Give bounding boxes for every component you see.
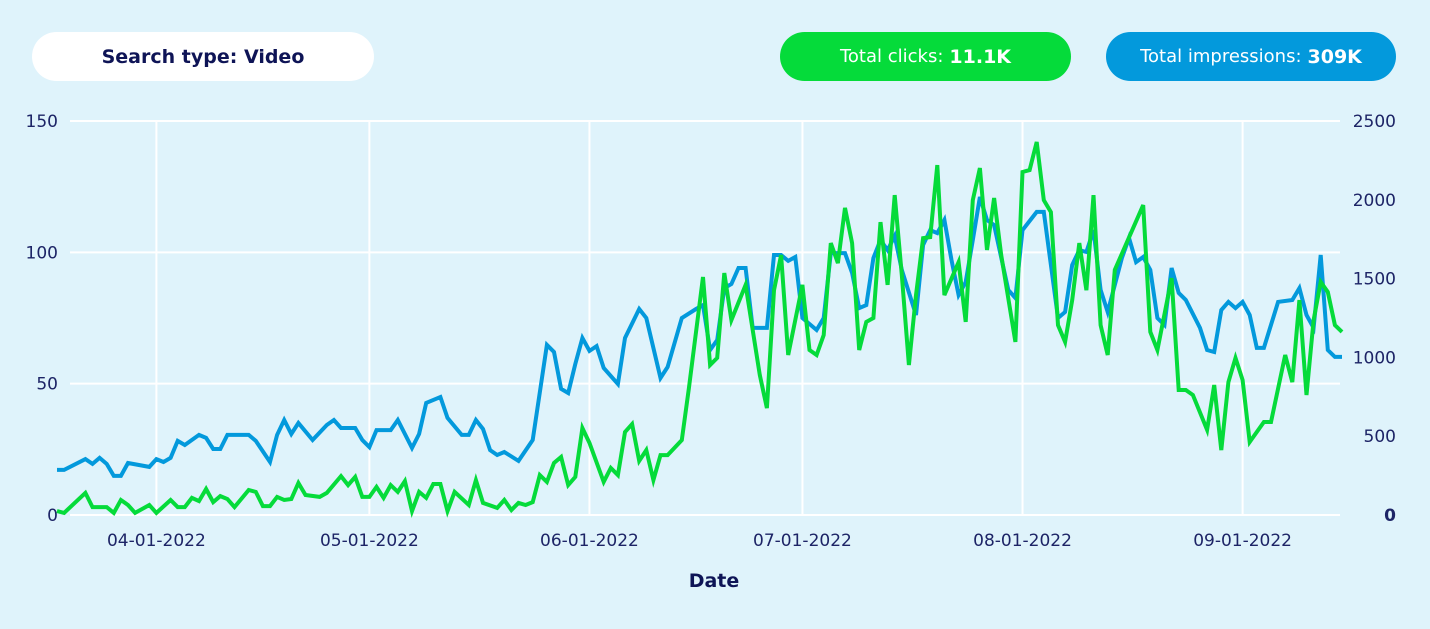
total-clicks-badge: Total clicks: 11.1K — [780, 32, 1071, 81]
y-right-tick-label: 2500 — [1353, 112, 1396, 132]
x-tick-label: 05-01-2022 — [320, 531, 419, 551]
x-tick-label: 04-01-2022 — [107, 531, 206, 551]
y-right-tick-label: 1500 — [1353, 270, 1396, 290]
y-right-tick-label: 1000 — [1353, 348, 1396, 368]
series-lines — [56, 141, 1344, 519]
y-left-tick-label: 150 — [26, 112, 58, 132]
total-impressions-value: 309K — [1307, 45, 1362, 68]
total-impressions-label: Total impressions: — [1140, 46, 1302, 67]
x-tick-label: 07-01-2022 — [753, 531, 852, 551]
x-tick-label: 08-01-2022 — [973, 531, 1072, 551]
total-clicks-value: 11.1K — [949, 45, 1012, 68]
y-left-tick-label: 100 — [26, 243, 58, 263]
y-right-tick-label: 500 — [1364, 427, 1396, 447]
x-tick-label: 06-01-2022 — [540, 531, 639, 551]
x-axis-label: Date — [689, 570, 740, 592]
y-right-tick-label: 0 — [1384, 506, 1396, 526]
search-type-label: Search type: Video — [101, 45, 305, 68]
impressions-series-line — [57, 196, 1342, 478]
y-left-tick-label: 50 — [36, 375, 58, 395]
clicks-series-line — [56, 141, 1344, 519]
search-type-badge: Search type: Video — [32, 32, 374, 81]
y-left-tick-label: 0 — [47, 506, 58, 526]
total-clicks-label: Total clicks: — [839, 46, 944, 67]
x-tick-label: 09-01-2022 — [1193, 531, 1292, 551]
total-impressions-badge: Total impressions: 309K — [1106, 32, 1396, 81]
y-right-tick-label: 2000 — [1353, 191, 1396, 211]
